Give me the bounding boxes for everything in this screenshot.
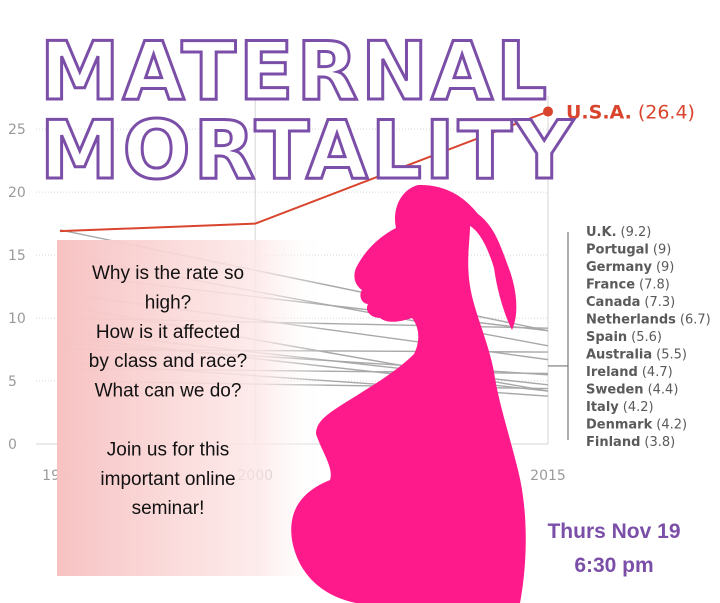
y-tick-label: 25 [8, 122, 26, 138]
event-time: 6:30 pm [574, 554, 653, 577]
country-name: U.K. [586, 225, 617, 240]
usa-value: (26.4) [638, 102, 695, 124]
country-label: Spain (5.6) [586, 330, 662, 345]
message-line: seminar! [132, 498, 205, 519]
country-value: (3.8) [644, 435, 675, 450]
country-name: France [586, 278, 635, 293]
message-line: by class and race? [89, 351, 247, 372]
title-line-1: MATERNAL [40, 25, 550, 118]
y-tick-label: 0 [8, 437, 17, 453]
country-labels: U.S.A. (26.4)U.K. (9.2)Portugal (9)Germany(… [566, 102, 711, 450]
pregnant-woman-silhouette-icon [291, 184, 526, 603]
message-line: Join us for this [107, 439, 230, 460]
country-label: U.K. (9.2) [586, 225, 651, 240]
country-label: Australia (5.5) [586, 348, 687, 363]
series-line-usa [59, 110, 549, 233]
country-value: (4.2) [656, 418, 687, 433]
country-name: Finland [586, 435, 640, 450]
country-name: Netherlands [586, 313, 676, 328]
country-label: Canada (7.3) [586, 295, 675, 310]
usa-label: U.S.A. (26.4) [566, 102, 695, 124]
y-axis-ticks: 0 5 10 15 20 25 [8, 122, 26, 453]
message-line: Why is the rate so [92, 263, 244, 284]
country-name: Sweden [586, 383, 644, 398]
country-value: (4.7) [642, 365, 673, 380]
event-date: Thurs Nov 19 [547, 520, 680, 543]
country-value: (6.7) [680, 313, 711, 328]
y-tick-label: 10 [8, 311, 26, 327]
country-value: (5.5) [656, 348, 687, 363]
message-panel [57, 240, 327, 576]
x-tick-label: 2015 [530, 468, 566, 484]
country-name: Germany [586, 260, 652, 275]
country-label: Germany (9) [586, 260, 674, 275]
message-line: important online [100, 469, 235, 490]
message-line: How is it affected [96, 322, 240, 343]
usa-end-point [543, 106, 553, 117]
country-value: (9) [653, 243, 671, 258]
title-line-2: MORTALITY [40, 104, 576, 197]
y-tick-label: 5 [8, 374, 17, 390]
country-value: (4.4) [648, 383, 679, 398]
country-label: Portugal (9) [586, 243, 671, 258]
country-label: Ireland (4.7) [586, 365, 673, 380]
country-label: Finland (3.8) [586, 435, 675, 450]
message-line: high? [145, 292, 192, 313]
country-name: Italy [586, 400, 619, 415]
country-label: France (7.8) [586, 278, 670, 293]
country-label: Netherlands (6.7) [586, 313, 711, 328]
country-name: Australia [586, 348, 652, 363]
y-tick-label: 15 [8, 248, 26, 264]
country-value: (9) [656, 260, 674, 275]
country-name: Canada [586, 295, 640, 310]
country-label: Denmark (4.2) [586, 418, 687, 433]
y-tick-label: 20 [8, 185, 26, 201]
message-line: What can we do? [95, 381, 242, 402]
country-value: (4.2) [623, 400, 654, 415]
country-value: (7.8) [639, 278, 670, 293]
country-name: Spain [586, 330, 627, 345]
country-value: (5.6) [631, 330, 662, 345]
message-text: Why is the rate so high? How is it affecte… [89, 263, 247, 519]
country-label: Italy (4.2) [586, 400, 654, 415]
country-name: Denmark [586, 418, 653, 433]
country-name: Ireland [586, 365, 638, 380]
country-label: Sweden (4.4) [586, 383, 678, 398]
country-value: (9.2) [621, 225, 652, 240]
country-name: Portugal [586, 243, 649, 258]
country-value: (7.3) [644, 295, 675, 310]
usa-name: U.S.A. [566, 102, 632, 124]
